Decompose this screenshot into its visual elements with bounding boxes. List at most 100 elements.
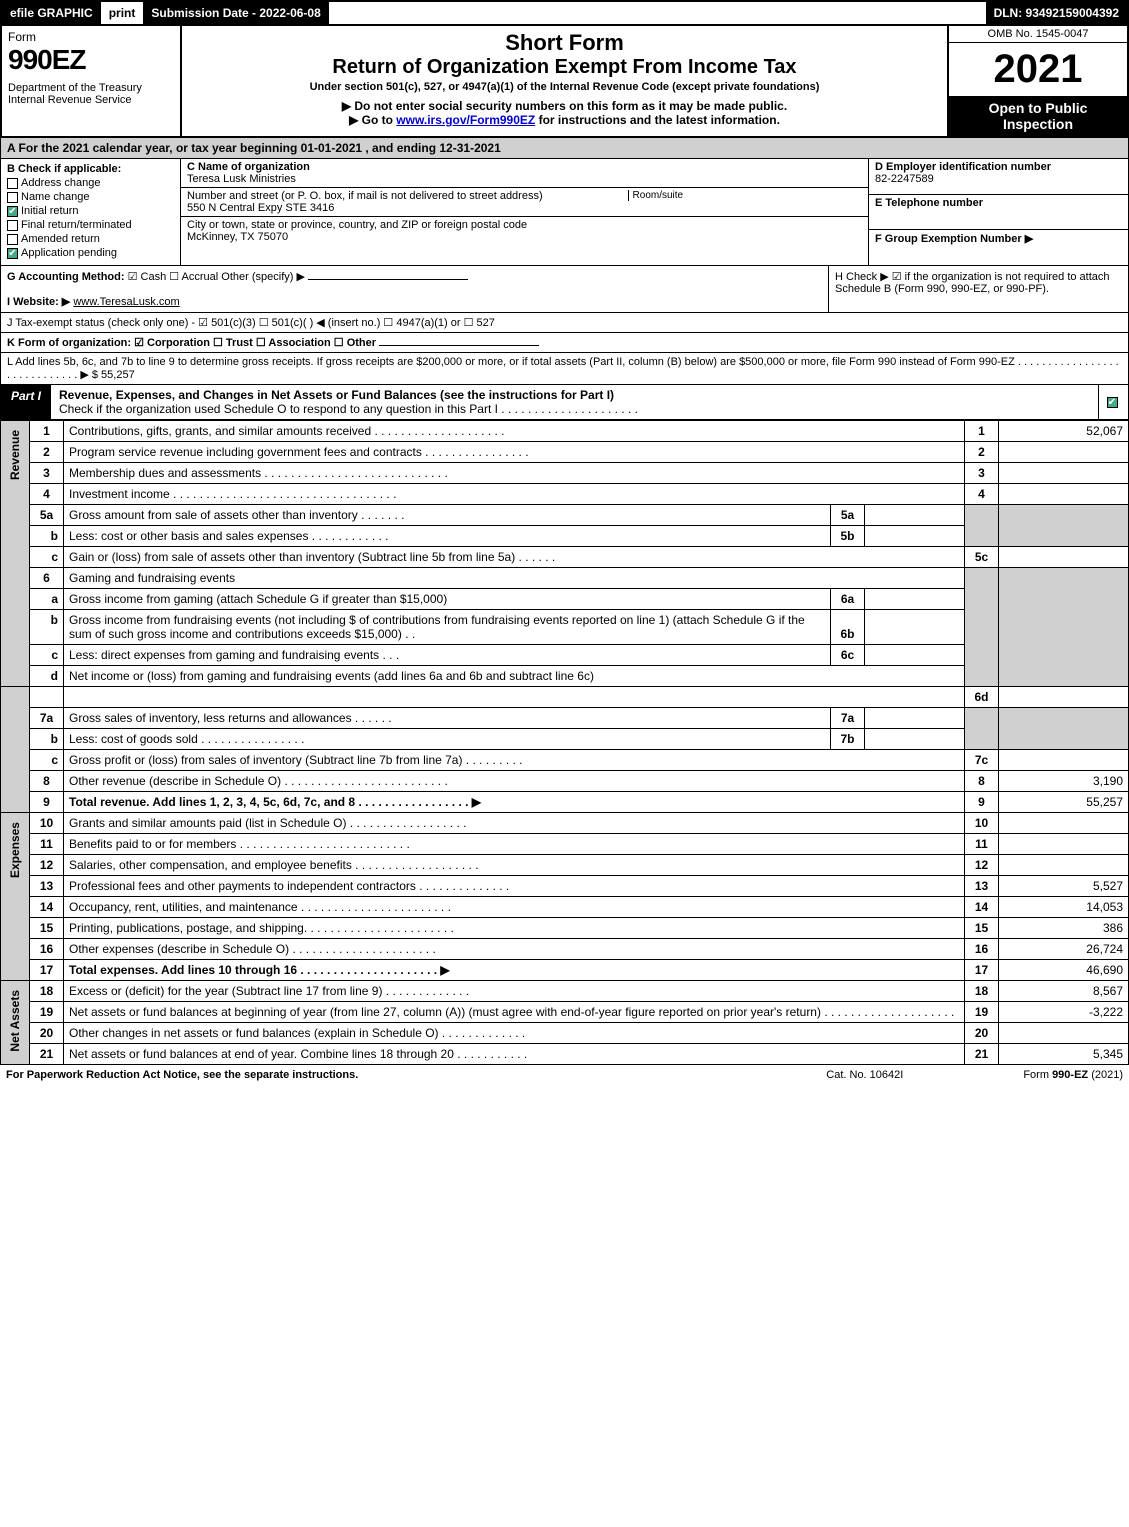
submission-date-label: Submission Date - 2022-06-08 [143,2,328,24]
line-20: 20 Other changes in net assets or fund b… [1,1023,1129,1044]
line-17: 17 Total expenses. Add lines 10 through … [1,960,1129,981]
line-5c: c Gain or (loss) from sale of assets oth… [1,547,1129,568]
goto-link[interactable]: www.irs.gov/Form990EZ [396,113,535,127]
line-8: 8 Other revenue (describe in Schedule O)… [1,771,1129,792]
ein-value: 82-2247589 [875,173,934,185]
line-18: Net Assets 18 Excess or (deficit) for th… [1,981,1129,1002]
line-5b: b Less: cost or other basis and sales ex… [1,526,1129,547]
website-value[interactable]: www.TeresaLusk.com [73,296,179,308]
accounting-method-label: G Accounting Method: [7,271,125,283]
dept-label: Department of the Treasury Internal Reve… [8,82,174,106]
line-k-other-input[interactable] [379,345,539,346]
part-i-table: Revenue 1 Contributions, gifts, grants, … [0,420,1129,687]
line-5a: 5a Gross amount from sale of assets othe… [1,505,1129,526]
line-2: 2 Program service revenue including gove… [1,442,1129,463]
part-i-title-block: Revenue, Expenses, and Changes in Net As… [51,385,1098,419]
line-l: L Add lines 5b, 6c, and 7b to line 9 to … [0,353,1129,385]
line-14: 14 Occupancy, rent, utilities, and maint… [1,897,1129,918]
line-4: 4 Investment income . . . . . . . . . . … [1,484,1129,505]
form-number: 990EZ [8,44,174,76]
check-address-change[interactable]: Address change [7,177,174,189]
form-title-block: Short Form Return of Organization Exempt… [182,26,947,136]
goto-suffix: for instructions and the latest informat… [535,113,780,127]
section-g-left: G Accounting Method: ☑ Cash ☐ Accrual Ot… [1,266,828,312]
top-bar: efile GRAPHIC print Submission Date - 20… [0,0,1129,26]
check-name-change[interactable]: Name change [7,191,174,203]
footer-mid: Cat. No. 10642I [826,1069,903,1081]
section-bcd: B Check if applicable: Address change Na… [0,159,1129,266]
line-6d: d Net income or (loss) from gaming and f… [1,666,1129,687]
part-i-title: Revenue, Expenses, and Changes in Net As… [59,388,614,402]
section-b: B Check if applicable: Address change Na… [1,159,181,265]
line-6a: a Gross income from gaming (attach Sched… [1,589,1129,610]
line-l-text: L Add lines 5b, 6c, and 7b to line 9 to … [7,356,1119,381]
ein-row: D Employer identification number 82-2247… [869,159,1128,195]
org-addr-value: 550 N Central Expy STE 3416 [187,202,334,214]
form-year-block: OMB No. 1545-0047 2021 Open to Public In… [947,26,1127,136]
line-9: 9 Total revenue. Add lines 1, 2, 3, 4, 5… [1,792,1129,813]
efile-graphic-label: efile GRAPHIC [2,2,101,24]
line-11: 11 Benefits paid to or for members . . .… [1,834,1129,855]
subtitle-code: Under section 501(c), 527, or 4947(a)(1)… [188,81,941,93]
ssn-warning: ▶ Do not enter social security numbers o… [188,99,941,113]
goto-prefix: ▶ Go to [349,113,396,127]
group-exemption-row: F Group Exemption Number ▶ [869,230,1128,265]
part-i-schedule-o-check[interactable]: ✔ [1098,385,1128,419]
section-c: C Name of organization Teresa Lusk Minis… [181,159,868,265]
title-return: Return of Organization Exempt From Incom… [188,56,941,79]
title-short-form: Short Form [188,30,941,56]
section-def: D Employer identification number 82-2247… [868,159,1128,265]
accounting-other-input[interactable] [308,279,468,280]
check-application-pending[interactable]: ✔Application pending [7,247,174,259]
omb-label: OMB No. 1545-0047 [949,26,1127,43]
form-header: Form 990EZ Department of the Treasury In… [0,26,1129,138]
ein-label: D Employer identification number [875,161,1051,173]
line-6c: c Less: direct expenses from gaming and … [1,645,1129,666]
form-id-block: Form 990EZ Department of the Treasury In… [2,26,182,136]
org-city-label: City or town, state or province, country… [187,219,527,231]
org-name-row: C Name of organization Teresa Lusk Minis… [181,159,868,188]
phone-label: E Telephone number [875,197,983,209]
open-public-label: Open to Public Inspection [949,96,1127,136]
line-7c: c Gross profit or (loss) from sales of i… [1,750,1129,771]
line-6d-row: 6d [1,687,1129,708]
part-i-subtitle: Check if the organization used Schedule … [59,402,638,416]
footer-left: For Paperwork Reduction Act Notice, see … [6,1069,358,1081]
dln-label: DLN: 93492159004392 [986,2,1127,24]
section-b-header: B Check if applicable: [7,163,174,175]
line-10: Expenses 10 Grants and similar amounts p… [1,813,1129,834]
line-l-amount: 55,257 [101,369,135,381]
print-button[interactable]: print [101,2,144,24]
line-a-tax-year: A For the 2021 calendar year, or tax yea… [0,138,1129,159]
line-k: K Form of organization: ☑ Corporation ☐ … [0,333,1129,353]
line-13: 13 Professional fees and other payments … [1,876,1129,897]
org-addr-label: Number and street (or P. O. box, if mail… [187,190,543,202]
check-amended-return[interactable]: Amended return [7,233,174,245]
check-final-return[interactable]: Final return/terminated [7,219,174,231]
part-i-badge: Part I [1,385,51,419]
org-name-label: C Name of organization [187,161,310,173]
section-gh: G Accounting Method: ☑ Cash ☐ Accrual Ot… [0,266,1129,313]
org-city-row: City or town, state or province, country… [181,217,868,245]
check-initial-return[interactable]: ✔Initial return [7,205,174,217]
line-j-tax-exempt: J Tax-exempt status (check only one) - ☑… [0,313,1129,333]
line-6: 6 Gaming and fundraising events [1,568,1129,589]
section-h-text: H Check ▶ ☑ if the organization is not r… [835,271,1110,295]
line-12: 12 Salaries, other compensation, and emp… [1,855,1129,876]
page-footer: For Paperwork Reduction Act Notice, see … [0,1065,1129,1085]
org-name-value: Teresa Lusk Ministries [187,173,296,185]
form-word: Form [8,30,174,44]
sideband-revenue: Revenue [6,424,24,486]
line-k-text: K Form of organization: ☑ Corporation ☐ … [7,337,376,349]
tax-year: 2021 [949,43,1127,96]
line-7a: 7a Gross sales of inventory, less return… [1,708,1129,729]
line-16: 16 Other expenses (describe in Schedule … [1,939,1129,960]
sideband-net-assets: Net Assets [6,984,24,1058]
group-exemption-label: F Group Exemption Number ▶ [875,233,1033,245]
org-city-value: McKinney, TX 75070 [187,231,288,243]
line-15: 15 Printing, publications, postage, and … [1,918,1129,939]
line-6b: b Gross income from fundraising events (… [1,610,1129,645]
room-suite-label: Room/suite [628,190,684,201]
line-19: 19 Net assets or fund balances at beginn… [1,1002,1129,1023]
phone-row: E Telephone number [869,195,1128,231]
